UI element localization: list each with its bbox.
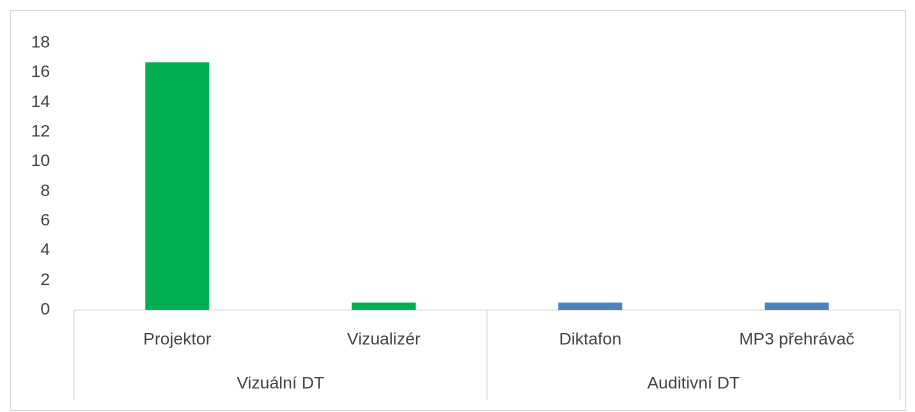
x-tick-label: MP3 přehrávač xyxy=(739,329,855,348)
y-tick-label: 10 xyxy=(31,151,50,170)
group-label: Auditivní DT xyxy=(647,373,740,392)
bar xyxy=(145,62,210,311)
x-tick-label: Vizualizér xyxy=(347,329,421,348)
y-tick-label: 14 xyxy=(31,92,50,111)
bar xyxy=(764,302,829,310)
y-tick-label: 16 xyxy=(31,62,50,81)
y-tick-label: 18 xyxy=(31,32,50,51)
group-label: Vizuální DT xyxy=(237,373,325,392)
x-tick-label: Projektor xyxy=(143,329,211,348)
y-tick-label: 2 xyxy=(41,270,50,289)
y-tick-label: 12 xyxy=(31,121,50,140)
bar xyxy=(351,302,416,310)
x-tick-label: Diktafon xyxy=(559,329,621,348)
y-tick-label: 6 xyxy=(41,210,50,229)
y-tick-label: 0 xyxy=(41,299,50,318)
y-tick-label: 8 xyxy=(41,181,50,200)
chart-border xyxy=(10,10,906,411)
y-tick-label: 4 xyxy=(41,240,50,259)
bar xyxy=(558,302,623,310)
